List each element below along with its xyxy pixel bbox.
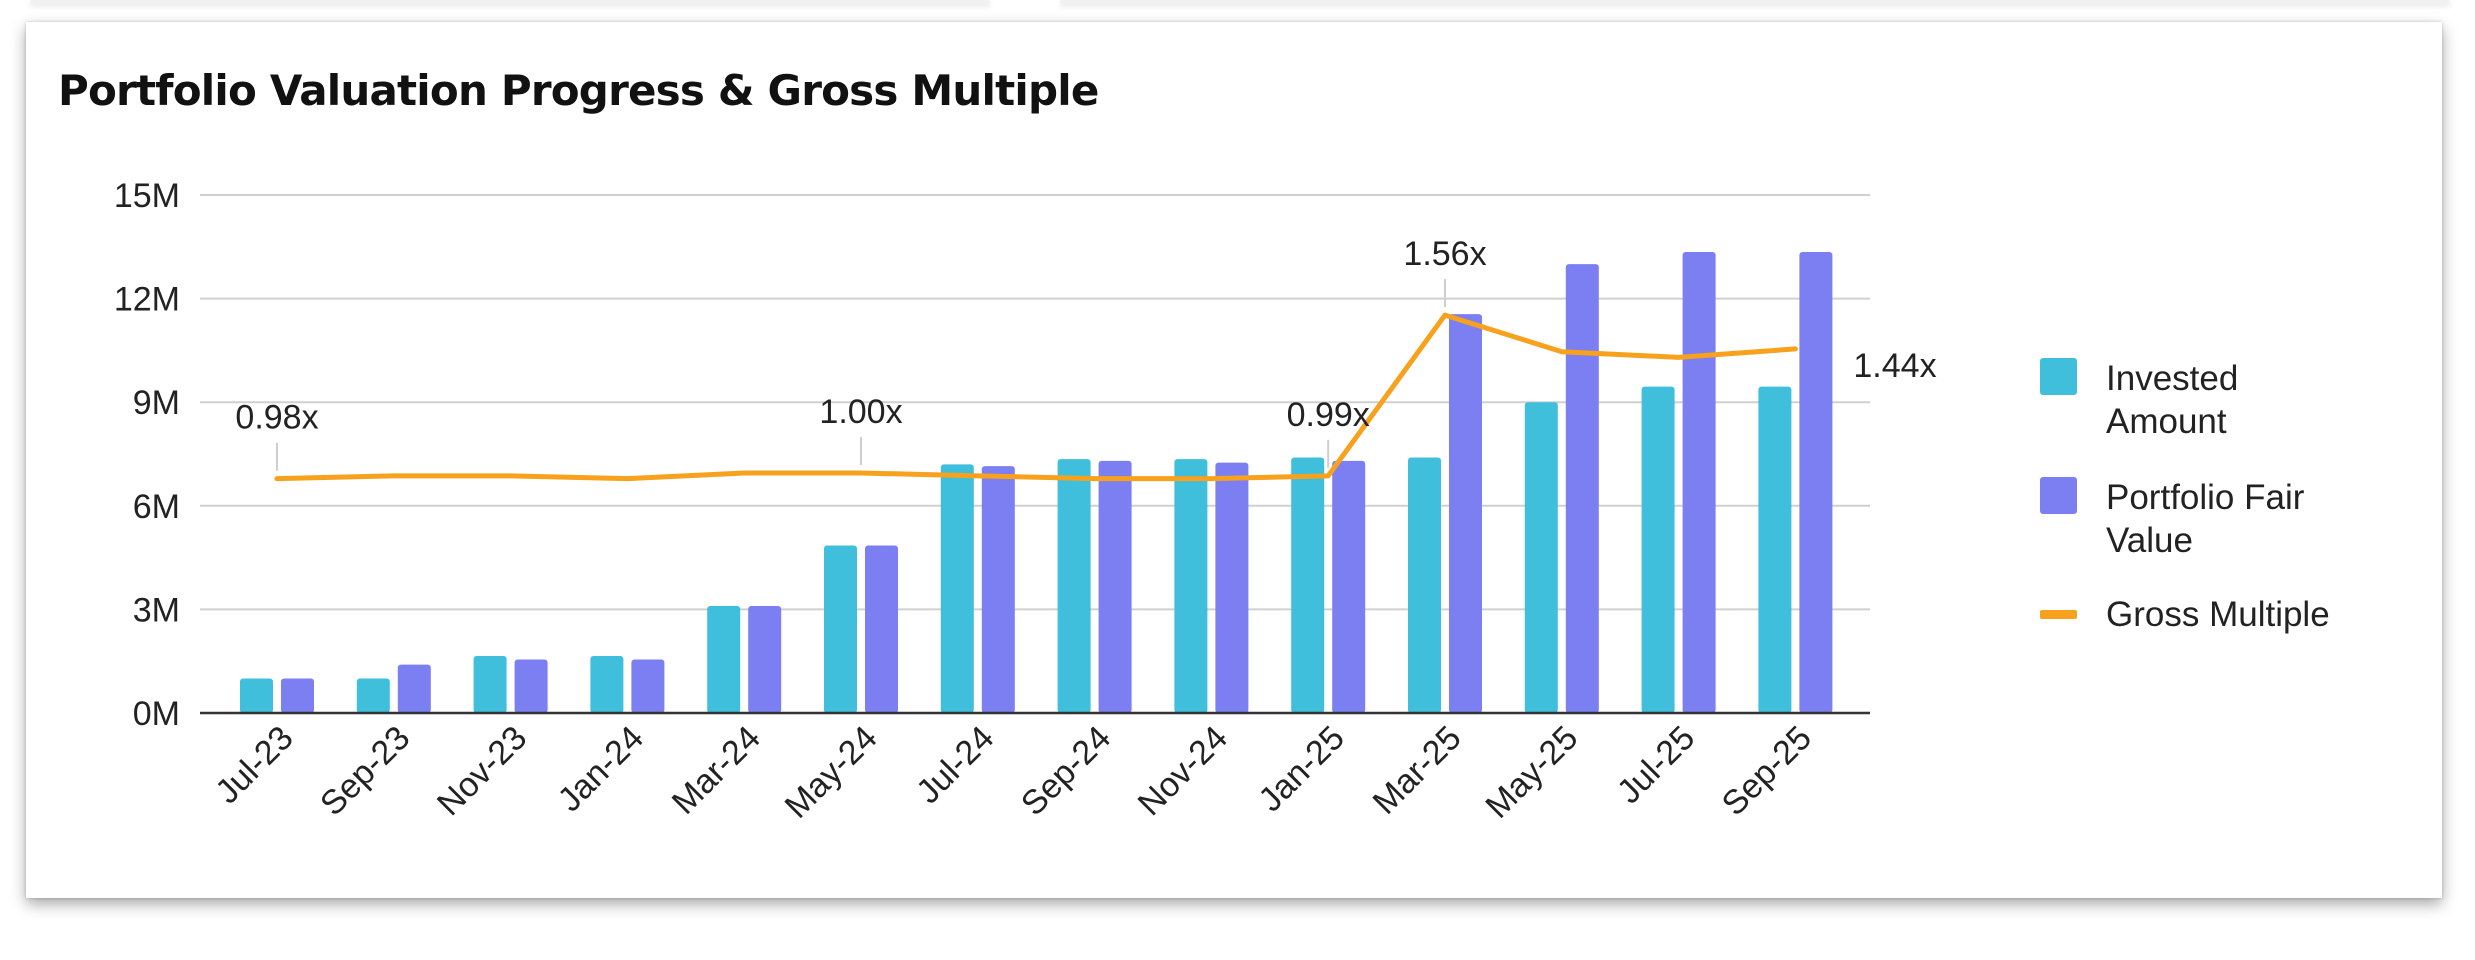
legend-swatch [2040,358,2077,395]
gross-multiple-layer [274,312,1798,482]
x-tick-label: Sep-24 [1014,719,1118,823]
y-tick-label: 0M [133,695,180,733]
annotation-label: 1.44x [1853,347,1936,385]
x-tick-label: Jul-23 [208,719,300,811]
x-tick-label: Jul-24 [909,719,1001,811]
top-divider-right [1060,0,2450,4]
chart-title: Portfolio Valuation Progress & Gross Mul… [58,66,1099,115]
chart-card [26,22,2442,898]
annotations-layer: 0.98x 1.00x 0.99x 1.56x 1.44x [235,235,1937,471]
annotation-label: 0.99x [1287,396,1370,434]
y-tick-label: 15M [114,177,180,215]
x-tick-label: Jul-25 [1610,719,1702,811]
bars-layer [240,251,1833,714]
bar-portfolio-fair-value [1682,251,1716,714]
legend-label-line: Invested [2106,359,2238,398]
bar-portfolio-fair-value [1215,462,1249,713]
bar-portfolio-fair-value [981,466,1015,713]
x-tick-label: Nov-23 [430,719,534,823]
bar-invested-amount [473,656,507,713]
bar-invested-amount [1057,459,1091,713]
legend-label-line: Portfolio Fair [2106,478,2305,517]
x-tick-label: Jan-25 [1251,719,1351,819]
bar-invested-amount [240,678,273,713]
annotation-label: 1.56x [1403,235,1486,273]
bar-invested-amount [1641,386,1675,713]
x-axis-ticks: Jul-23 Sep-23 Nov-23 Jan-24 Mar-24 May-24 Jul-… [208,719,1819,826]
bar-invested-amount [1291,457,1325,713]
bar-portfolio-fair-value [281,678,314,713]
bar-invested-amount [590,656,624,713]
legend-label-line: Value [2106,521,2193,560]
x-tick-label: May-24 [778,719,885,826]
bar-portfolio-fair-value [865,545,898,713]
y-tick-label: 6M [133,488,180,526]
bar-invested-amount [1524,402,1558,713]
bar-invested-amount [1174,459,1208,713]
grid-layer [200,194,1870,611]
x-tick-label: Nov-24 [1131,719,1235,823]
legend-label: Invested Amount [2106,359,2238,441]
bar-invested-amount [356,678,390,713]
x-tick-label: May-25 [1478,719,1585,826]
y-tick-label: 9M [133,384,180,422]
y-tick-label: 12M [114,281,180,319]
legend-label: Gross Multiple [2106,595,2330,634]
x-tick-label: Sep-25 [1715,719,1819,823]
legend-label-line: Gross Multiple [2106,595,2330,634]
bar-invested-amount [940,464,974,713]
x-tick-label: Jan-24 [551,719,651,819]
bar-portfolio-fair-value [748,605,782,713]
bar-portfolio-fair-value [1098,460,1132,713]
bar-invested-amount [824,545,857,713]
bar-portfolio-fair-value [397,664,431,713]
legend: Invested Amount Portfolio Fair Value Gross M… [2040,358,2330,634]
annotation-label: 0.98x [235,399,318,437]
x-tick-label: Mar-25 [1366,719,1469,822]
legend-label: Portfolio Fair Value [2106,478,2305,560]
bar-portfolio-fair-value [1565,264,1599,713]
bar-portfolio-fair-value [514,659,548,713]
y-axis-ticks: 0M 3M 6M 9M 12M 15M [114,177,180,733]
bar-portfolio-fair-value [1449,314,1482,713]
x-tick-label: Mar-24 [665,719,768,822]
bar-portfolio-fair-value [1332,460,1366,713]
bar-portfolio-fair-value [1799,251,1833,714]
bar-invested-amount [1758,386,1792,713]
legend-swatch [2040,477,2077,514]
legend-label-line: Amount [2106,402,2227,441]
bar-portfolio-fair-value [631,659,665,713]
bar-invested-amount [1408,457,1441,713]
legend-swatch-line [2040,610,2077,619]
y-tick-label: 3M [133,591,180,629]
top-divider-left [30,0,990,4]
bar-invested-amount [707,605,741,713]
x-tick-label: Sep-23 [313,719,417,823]
gross-multiple-line [274,312,1798,482]
annotation-label: 1.00x [819,393,902,431]
